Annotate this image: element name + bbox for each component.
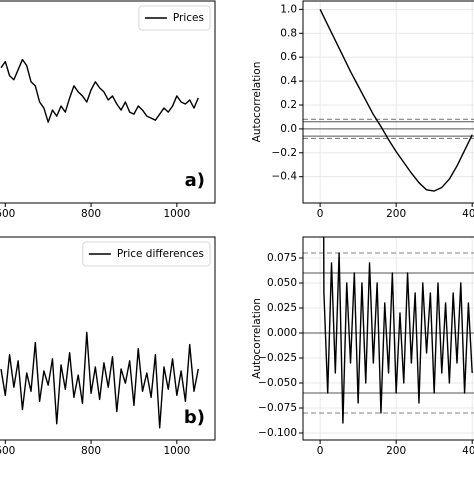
y-tick-label: −0.075 [258,402,297,414]
x-tick-label: 600 [0,445,15,457]
legend: Price differences [82,241,211,267]
y-tick-label: 0.000 [267,327,297,339]
y-axis-label: Autocorrelation [251,62,263,143]
y-tick-label: 0.0 [280,123,297,135]
plot-area [303,237,474,440]
legend: Prices [138,5,211,31]
axes-frame [302,0,474,204]
x-tick-label: 0 [317,208,324,220]
panel-label: a) [185,170,205,191]
y-tick-label: 0.075 [267,252,297,264]
legend-frame [82,241,211,267]
plot-area [0,58,199,123]
data-line [0,331,199,429]
y-tick-label: 0.8 [280,27,297,39]
axes-frame [0,236,216,441]
y-tick-label: 0.025 [267,302,297,314]
y-tick-label: −0.025 [258,352,297,364]
axes-frame [0,0,216,204]
y-tick-label: −0.100 [258,427,297,439]
y-tick-label: −0.2 [272,147,298,159]
data-line [322,237,473,424]
x-tick-label: 1000 [163,445,190,457]
legend-label: Prices [173,12,204,24]
x-tick-label: 400 [462,208,474,220]
x-tick-label: 800 [81,208,101,220]
panel-label: b) [184,407,205,428]
plot-area [0,331,199,429]
y-tick-label: 0.050 [267,277,297,289]
y-tick-label: −0.050 [258,377,297,389]
x-tick-label: 600 [0,208,15,220]
y-axis-label: Autocorrelation [251,298,263,379]
y-tick-label: 0.6 [280,51,297,63]
axes-frame [302,236,474,441]
data-line [319,9,473,192]
x-tick-label: 200 [386,445,406,457]
data-line [0,58,199,123]
x-tick-label: 0 [317,445,324,457]
y-tick-label: 0.4 [280,75,297,87]
y-tick-label: −0.4 [272,171,298,183]
y-tick-label: 0.2 [280,99,297,111]
x-tick-label: 800 [81,445,101,457]
legend-frame [138,5,211,31]
x-tick-label: 200 [386,208,406,220]
plot-area [303,1,474,203]
x-tick-label: 1000 [163,208,190,220]
x-tick-label: 400 [462,445,474,457]
legend-label: Price differences [117,248,204,260]
y-tick-label: 1.0 [280,3,297,15]
